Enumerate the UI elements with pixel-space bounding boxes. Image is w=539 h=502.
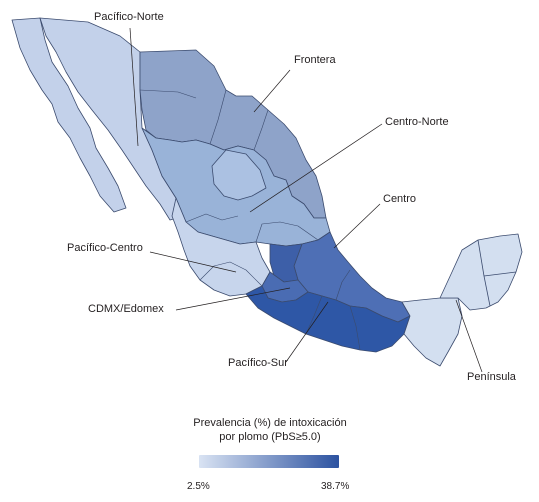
leader-centro bbox=[333, 203, 381, 249]
leader-centro-norte bbox=[249, 123, 383, 213]
region-pacifico-sur bbox=[245, 285, 411, 353]
legend-min-label: 2.5% bbox=[187, 481, 210, 492]
state-outlines bbox=[139, 89, 361, 351]
region-pacifico-norte-baja bbox=[11, 17, 127, 213]
leader-peninsula bbox=[455, 299, 483, 373]
label-centro: Centro bbox=[383, 193, 417, 205]
label-centro-norte: Centro-Norte bbox=[385, 116, 449, 128]
label-frontera: Frontera bbox=[294, 54, 336, 66]
label-pacifico-sur: Pacífico-Sur bbox=[228, 357, 288, 369]
legend-title-line1: Prevalencia (%) de intoxicación bbox=[193, 417, 347, 429]
leader-pacifico-sur bbox=[285, 301, 329, 363]
legend-title-line2: por plomo (PbS≥5.0) bbox=[219, 431, 321, 443]
label-cdmx-edomex: CDMX/Edomex bbox=[88, 303, 164, 315]
region-peninsula-borders bbox=[477, 239, 517, 307]
label-pacifico-norte: Pacífico-Norte bbox=[94, 11, 164, 23]
region-centro-norte-sub bbox=[211, 149, 267, 201]
legend-title: Prevalencia (%) de intoxicación por plom… bbox=[160, 416, 380, 444]
leader-frontera bbox=[253, 69, 291, 113]
legend-max-label: 38.7% bbox=[321, 481, 350, 492]
label-pacifico-centro: Pacífico-Centro bbox=[67, 242, 143, 254]
region-peninsula bbox=[439, 233, 523, 311]
label-peninsula: Península bbox=[467, 371, 516, 383]
leader-pacifico-centro bbox=[149, 251, 237, 273]
legend-color-scale bbox=[199, 455, 339, 468]
leader-cdmx-edomex bbox=[175, 287, 291, 311]
leader-pacifico-norte bbox=[129, 27, 139, 147]
region-peninsula-south bbox=[401, 297, 463, 367]
